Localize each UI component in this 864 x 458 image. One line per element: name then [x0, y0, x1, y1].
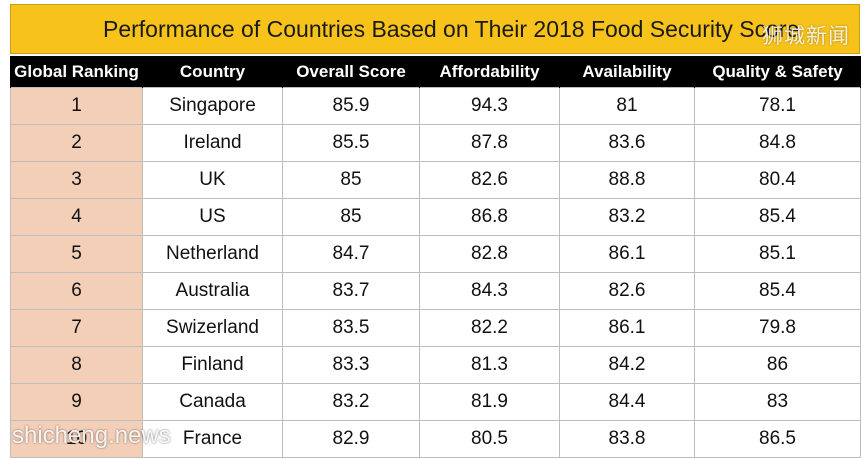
header-country: Country: [142, 56, 283, 88]
cell-affordability: 87.8: [419, 124, 560, 162]
cell-country: France: [142, 420, 283, 458]
cell-country: UK: [142, 161, 283, 199]
cell-quality-safety: 80.4: [694, 161, 861, 199]
cell-rank: 2: [10, 124, 143, 162]
cell-overall-score: 84.7: [282, 235, 420, 273]
cell-quality-safety: 79.8: [694, 309, 861, 347]
cell-availability: 88.8: [559, 161, 695, 199]
cell-overall-score: 83.5: [282, 309, 420, 347]
cell-country: Netherland: [142, 235, 283, 273]
cell-affordability: 80.5: [419, 420, 560, 458]
cell-quality-safety: 85.1: [694, 235, 861, 273]
table-row: 10 France 82.9 80.5 83.8 86.5: [10, 420, 861, 458]
cell-quality-safety: 85.4: [694, 198, 861, 236]
cell-rank: 6: [10, 272, 143, 310]
food-security-table: Global Ranking Country Overall Score Aff…: [10, 56, 861, 458]
table-row: 7 Swizerland 83.5 82.2 86.1 79.8: [10, 309, 861, 347]
cell-rank: 5: [10, 235, 143, 273]
cell-quality-safety: 86.5: [694, 420, 861, 458]
cell-availability: 84.4: [559, 383, 695, 421]
table-row: 2 Ireland 85.5 87.8 83.6 84.8: [10, 124, 861, 162]
cell-overall-score: 83.7: [282, 272, 420, 310]
cell-rank: 4: [10, 198, 143, 236]
table-row: 1 Singapore 85.9 94.3 81 78.1: [10, 87, 861, 125]
table-row: 5 Netherland 84.7 82.8 86.1 85.1: [10, 235, 861, 273]
cell-availability: 83.6: [559, 124, 695, 162]
cell-affordability: 82.8: [419, 235, 560, 273]
table-row: 4 US 85 86.8 83.2 85.4: [10, 198, 861, 236]
cell-affordability: 84.3: [419, 272, 560, 310]
cell-overall-score: 85: [282, 161, 420, 199]
cell-overall-score: 85.9: [282, 87, 420, 125]
cell-availability: 81: [559, 87, 695, 125]
cell-affordability: 86.8: [419, 198, 560, 236]
table-row: 6 Australia 83.7 84.3 82.6 85.4: [10, 272, 861, 310]
header-overall-score: Overall Score: [282, 56, 420, 88]
cell-country: Ireland: [142, 124, 283, 162]
cell-rank: 7: [10, 309, 143, 347]
cell-quality-safety: 86: [694, 346, 861, 384]
cell-quality-safety: 78.1: [694, 87, 861, 125]
cell-country: Australia: [142, 272, 283, 310]
cell-rank: 8: [10, 346, 143, 384]
cell-affordability: 82.6: [419, 161, 560, 199]
cell-availability: 84.2: [559, 346, 695, 384]
cell-quality-safety: 83: [694, 383, 861, 421]
cell-affordability: 82.2: [419, 309, 560, 347]
cell-availability: 86.1: [559, 309, 695, 347]
cell-rank: 10: [10, 420, 143, 458]
watermark-bottom: shicheng.news: [12, 422, 171, 449]
cell-country: Swizerland: [142, 309, 283, 347]
cell-availability: 86.1: [559, 235, 695, 273]
cell-overall-score: 85.5: [282, 124, 420, 162]
table-title: Performance of Countries Based on Their …: [10, 4, 860, 54]
cell-availability: 83.2: [559, 198, 695, 236]
cell-overall-score: 82.9: [282, 420, 420, 458]
cell-availability: 82.6: [559, 272, 695, 310]
cell-overall-score: 83.3: [282, 346, 420, 384]
cell-country: Finland: [142, 346, 283, 384]
cell-affordability: 81.3: [419, 346, 560, 384]
header-availability: Availability: [559, 56, 695, 88]
cell-availability: 83.8: [559, 420, 695, 458]
cell-country: US: [142, 198, 283, 236]
cell-quality-safety: 84.8: [694, 124, 861, 162]
cell-rank: 1: [10, 87, 143, 125]
table-row: 8 Finland 83.3 81.3 84.2 86: [10, 346, 861, 384]
cell-overall-score: 83.2: [282, 383, 420, 421]
cell-affordability: 94.3: [419, 87, 560, 125]
cell-rank: 3: [10, 161, 143, 199]
header-quality-safety: Quality & Safety: [694, 56, 861, 88]
cell-rank: 9: [10, 383, 143, 421]
cell-affordability: 81.9: [419, 383, 560, 421]
watermark-top: 狮城新闻: [762, 25, 850, 48]
cell-quality-safety: 85.4: [694, 272, 861, 310]
table-row: 3 UK 85 82.6 88.8 80.4: [10, 161, 861, 199]
header-affordability: Affordability: [419, 56, 560, 88]
cell-country: Canada: [142, 383, 283, 421]
header-global-ranking: Global Ranking: [10, 56, 143, 88]
table-body: 1 Singapore 85.9 94.3 81 78.1 2 Ireland 85.5 87.8…: [10, 87, 861, 458]
cell-overall-score: 85: [282, 198, 420, 236]
cell-country: Singapore: [142, 87, 283, 125]
header-row: Global Ranking Country Overall Score Aff…: [10, 56, 861, 88]
table-row: 9 Canada 83.2 81.9 84.4 83: [10, 383, 861, 421]
